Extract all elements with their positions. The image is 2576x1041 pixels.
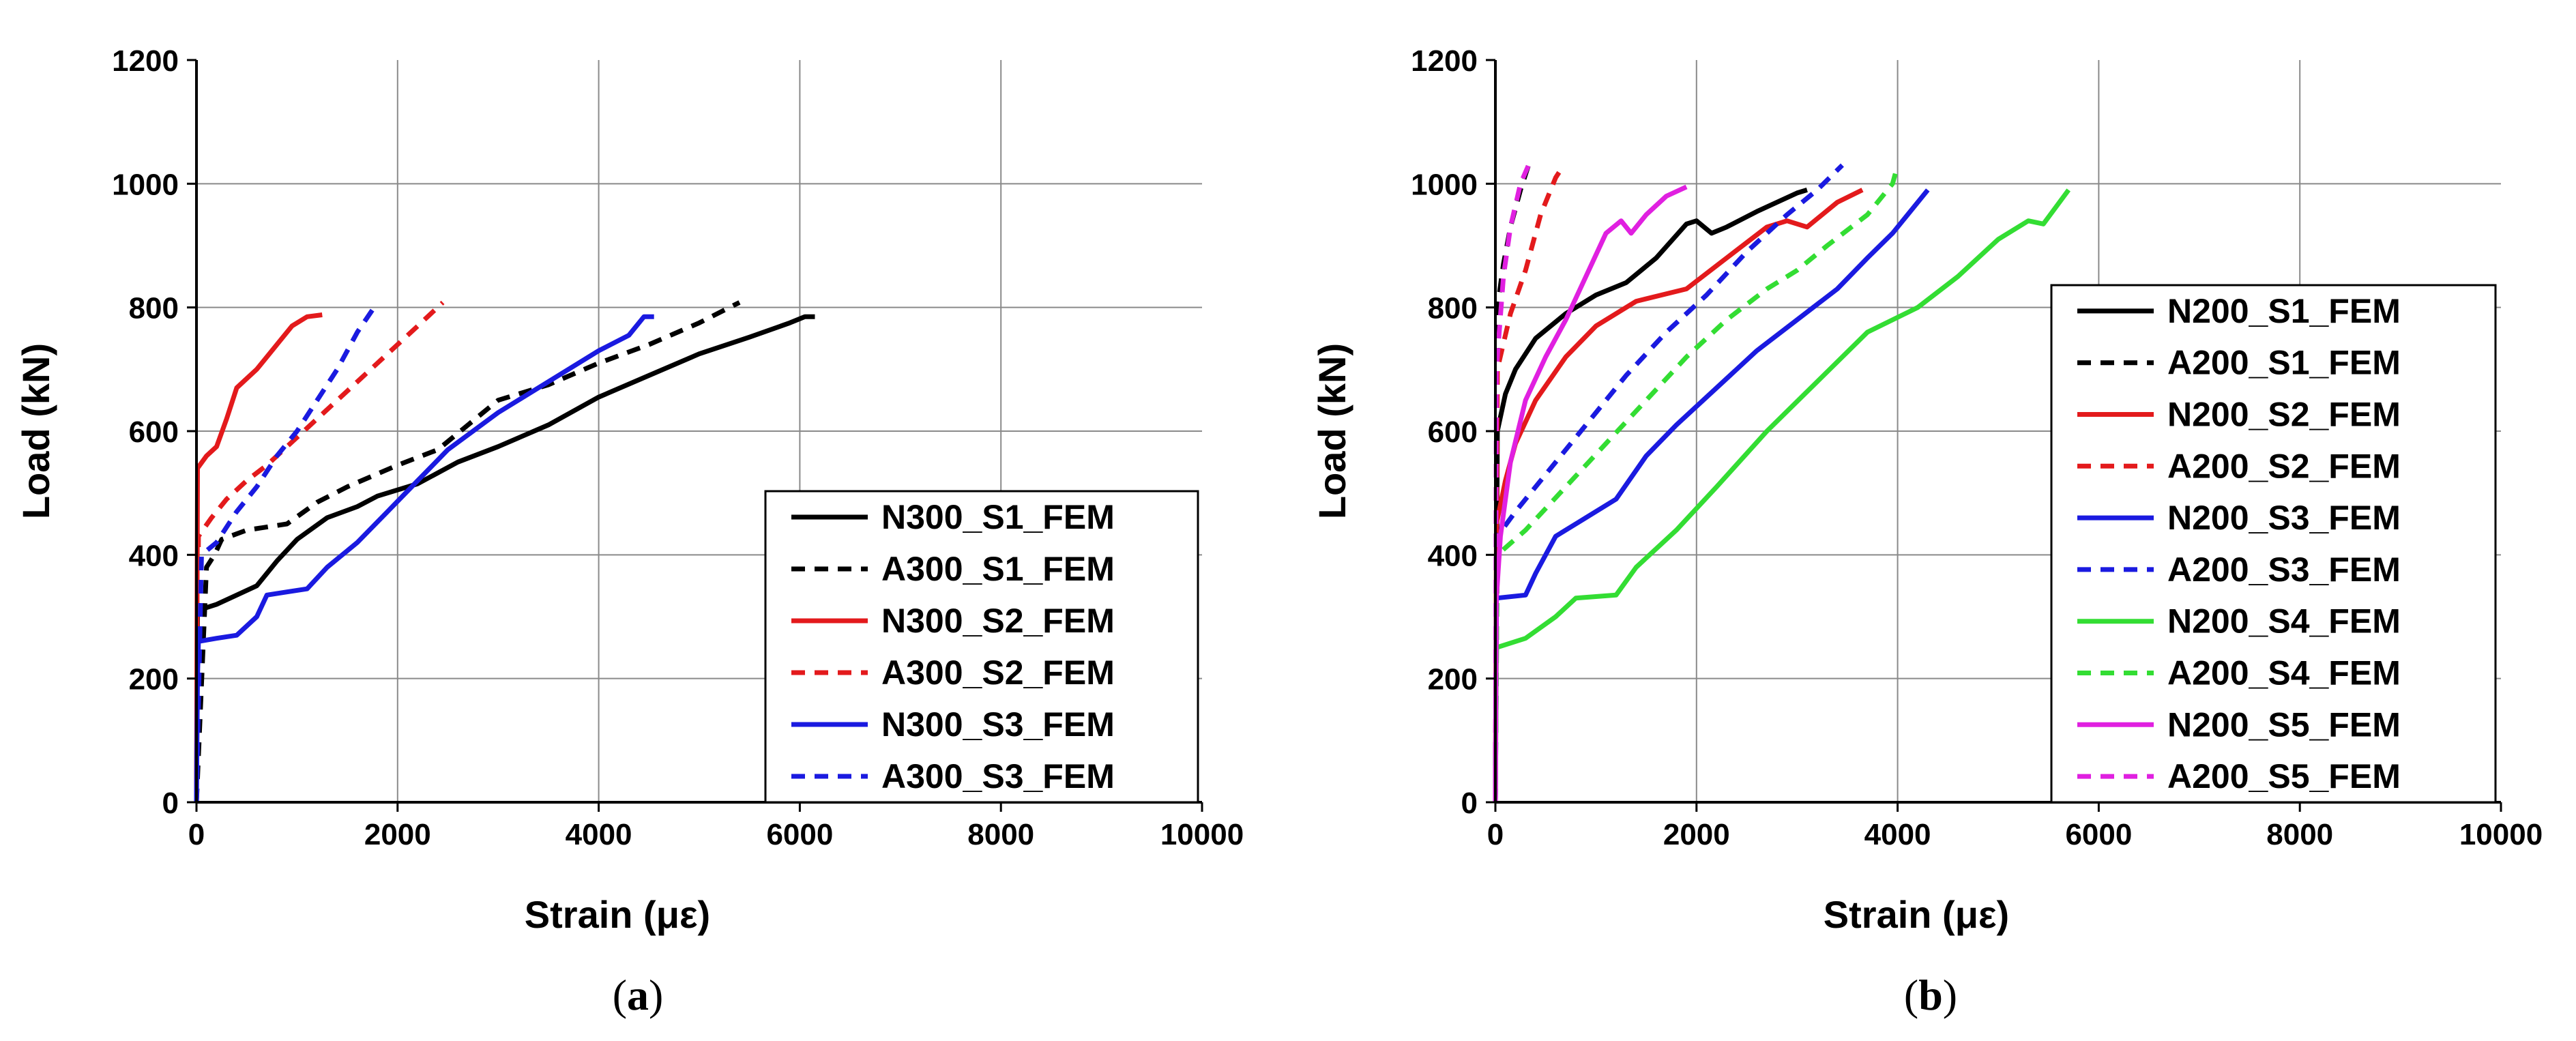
series-line-n300-s3-fem [194,314,654,803]
legend-label: A300_S2_FEM [881,654,1115,692]
legend-label: A200_S1_FEM [2167,344,2401,382]
y-tick-label: 400 [129,539,179,572]
series-line-n200-s4-fem [1493,188,2071,803]
y-tick-label: 600 [129,415,179,449]
series-line-n200-s2-fem [1493,188,1864,803]
y-tick-label: 0 [1461,787,1478,820]
legend-label: N200_S3_FEM [2167,499,2401,537]
series-line-a200-s3-fem [1493,163,1844,803]
legend-label: N300_S1_FEM [881,498,1115,536]
legend-label: N200_S2_FEM [2167,396,2401,434]
series-line-a200-s5-fem [1493,164,1531,803]
x-tick-label: 10000 [1160,818,1244,851]
x-tick-label: 6000 [766,818,833,851]
series-line-a200-s2-fem [1493,164,1566,803]
panel-a: 0 2000 4000 6000 8000 10000 0 200 400 600 800 1000 1… [14,44,1244,1019]
x-tick-label: 4000 [566,818,632,851]
series-line-n300-s2-fem [194,312,323,803]
legend-label: A200_S3_FEM [2167,551,2401,589]
y-tick-label: 0 [162,787,179,820]
series-line-n300-s1-fem [194,314,815,803]
x-tick-label: 0 [1487,818,1504,851]
panel-label: (b) [1904,971,1957,1019]
legend-box [2050,284,2497,804]
y-tick-label: 800 [129,292,179,325]
x-tick-label: 8000 [967,818,1034,851]
y-tick-label: 200 [129,663,179,697]
series-line-n200-s1-fem [1493,188,1808,803]
x-tick-label: 10000 [2459,818,2543,851]
series-line-a200-s4-fem [1493,164,1900,803]
legend-label: A200_S2_FEM [2167,447,2401,485]
x-tick-label: 0 [188,818,205,851]
series-line-a300-s2-fem [194,300,445,803]
x-tick-label: 6000 [2065,818,2132,851]
legend-label: N300_S3_FEM [881,705,1115,744]
x-tick-label: 2000 [364,818,431,851]
series-line-n200-s3-fem [1493,188,1930,803]
y-tick-label: 1000 [1411,168,1478,201]
panel-b: 0 2000 4000 6000 8000 10000 0 200 400 600 800 1000 1… [1311,44,2543,1019]
y-tick-label: 200 [1428,663,1478,697]
y-tick-label: 1200 [112,44,179,78]
x-tick-label: 2000 [1663,818,1730,851]
panel-label: (a) [613,971,664,1019]
y-axis-title: Load (kN) [1311,343,1353,519]
series-line-a300-s3-fem [194,301,380,803]
legend-label: A300_S3_FEM [881,757,1115,795]
series-line-n200-s5-fem [1493,184,1688,803]
legend-box [764,490,1199,804]
legend-label: A200_S4_FEM [2167,654,2401,692]
y-tick-label: 1200 [1411,44,1478,78]
x-axis-title: Strain (με) [1824,893,2009,936]
y-tick-label: 1000 [112,168,179,201]
legend-label: A300_S1_FEM [881,550,1115,588]
x-tick-label: 8000 [2266,818,2333,851]
series-line-a300-s1-fem [194,300,741,803]
y-axis-title: Load (kN) [14,343,57,519]
y-tick-label: 600 [1428,415,1478,449]
series-line-a200-s1-fem [1493,164,1531,803]
legend-label: N200_S1_FEM [2167,292,2401,330]
legend-label: N300_S2_FEM [881,602,1115,640]
x-tick-label: 4000 [1864,818,1931,851]
legend-label: N200_S5_FEM [2167,705,2401,744]
y-tick-label: 800 [1428,292,1478,325]
x-axis-title: Strain (με) [525,893,710,936]
legend-label: N200_S4_FEM [2167,602,2401,641]
legend-label: A200_S5_FEM [2167,757,2401,795]
y-tick-label: 400 [1428,539,1478,572]
